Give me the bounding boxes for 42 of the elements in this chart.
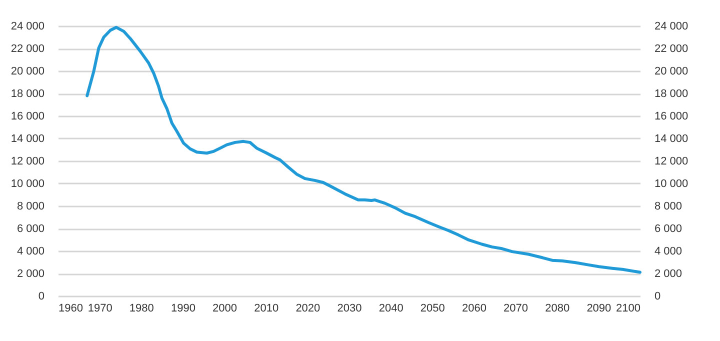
y-tick-label: 20 000 bbox=[10, 66, 44, 78]
x-tick-label: 2030 bbox=[337, 302, 362, 314]
y2-tick-label: 12 000 bbox=[654, 156, 688, 168]
y-tick-label: 24 000 bbox=[10, 20, 44, 32]
y-tick-label: 14 000 bbox=[10, 133, 44, 145]
x-tick-label: 2090 bbox=[586, 302, 612, 314]
y-tick-label: 16 000 bbox=[10, 110, 44, 122]
x-tick-label: 2100 bbox=[616, 302, 640, 314]
y2-tick-label: 10 000 bbox=[654, 178, 688, 190]
x-tick-label: 2010 bbox=[254, 302, 279, 314]
y-tick-label: 2 000 bbox=[16, 268, 44, 280]
y2-tick-label: 16 000 bbox=[654, 110, 688, 122]
y-tick-label: 22 000 bbox=[10, 43, 44, 55]
y2-tick-label: 20 000 bbox=[654, 66, 688, 78]
y2-tick-label: 22 000 bbox=[654, 43, 688, 55]
line-series bbox=[86, 26, 642, 274]
y2-tick-label: 0 bbox=[654, 290, 661, 302]
y2-tick-label: 4 000 bbox=[654, 246, 682, 258]
x-tick-label: 2020 bbox=[296, 302, 320, 314]
y-tick-label: 6 000 bbox=[16, 223, 44, 235]
x-tick-label: 2070 bbox=[504, 302, 528, 314]
y-tick-label: 18 000 bbox=[10, 88, 44, 100]
y-tick-label: 8 000 bbox=[16, 200, 44, 212]
x-tick-label: 2080 bbox=[545, 302, 570, 314]
y-tick-label: 0 bbox=[38, 290, 44, 302]
y2-tick-label: 6 000 bbox=[654, 223, 682, 235]
y2-tick-label: 14 000 bbox=[654, 133, 688, 145]
x-tick-label: 1960 bbox=[58, 302, 83, 314]
x-tick-label: 2060 bbox=[462, 302, 486, 314]
y-tick-label: 10 000 bbox=[10, 178, 44, 190]
y-tick-label: 12 000 bbox=[10, 156, 44, 168]
x-tick-label: 2040 bbox=[378, 302, 404, 314]
x-tick-label: 1970 bbox=[88, 302, 112, 314]
y2-tick-label: 18 000 bbox=[654, 88, 688, 100]
y2-tick-label: 8 000 bbox=[654, 200, 682, 212]
y2-tick-label: 2 000 bbox=[654, 268, 682, 280]
x-tick-label: 1990 bbox=[170, 302, 196, 314]
x-tick-label: 1980 bbox=[129, 302, 154, 314]
x-tick-label: 2000 bbox=[212, 302, 238, 314]
y-tick-label: 4 000 bbox=[16, 246, 44, 258]
x-tick-label: 2050 bbox=[420, 302, 445, 314]
y2-tick-label: 24 000 bbox=[654, 20, 688, 32]
